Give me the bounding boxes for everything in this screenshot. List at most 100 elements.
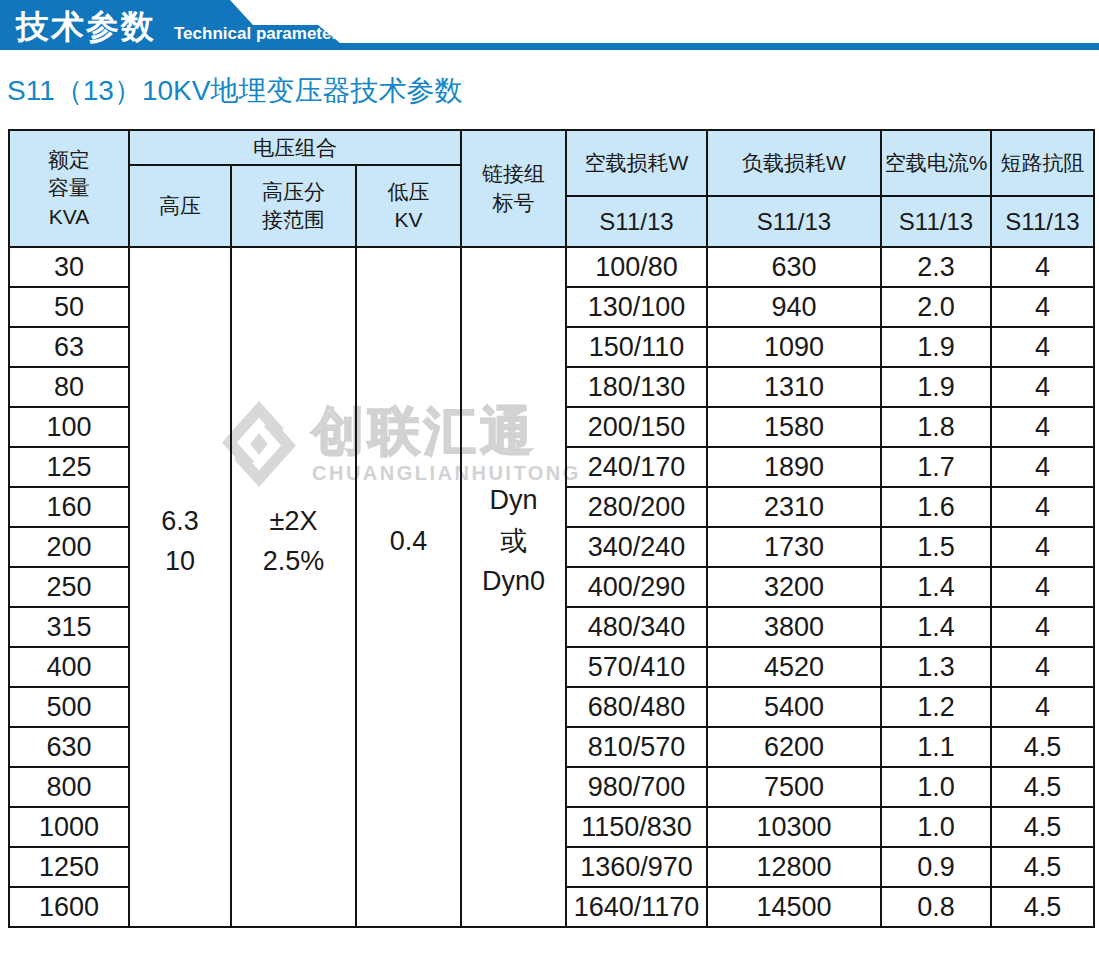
cell-kva: 1250 <box>9 847 129 887</box>
cell-no-load-current: 1.1 <box>881 727 991 767</box>
cell-no-load-loss: 570/410 <box>566 647 707 687</box>
cell-no-load-current: 1.0 <box>881 767 991 807</box>
cell-kva: 125 <box>9 447 129 487</box>
header-vector-group: 链接组 标号 <box>461 130 566 247</box>
cell-no-load-current: 0.8 <box>881 887 991 927</box>
header-model-impedance: S11/13 <box>991 196 1094 247</box>
cell-kva: 400 <box>9 647 129 687</box>
cell-kva: 1600 <box>9 887 129 927</box>
header-model-no-load-loss: S11/13 <box>566 196 707 247</box>
cell-impedance: 4 <box>991 607 1094 647</box>
cell-no-load-loss: 1360/970 <box>566 847 707 887</box>
cell-load-loss: 1310 <box>707 367 881 407</box>
cell-load-loss: 940 <box>707 287 881 327</box>
cell-no-load-current: 1.8 <box>881 407 991 447</box>
cell-impedance: 4.5 <box>991 767 1094 807</box>
cell-impedance: 4 <box>991 647 1094 687</box>
cell-load-loss: 5400 <box>707 687 881 727</box>
cell-no-load-current: 1.7 <box>881 447 991 487</box>
cell-load-loss: 1730 <box>707 527 881 567</box>
cell-no-load-loss: 480/340 <box>566 607 707 647</box>
cell-impedance: 4 <box>991 567 1094 607</box>
cell-impedance: 4.5 <box>991 887 1094 927</box>
cell-kva: 800 <box>9 767 129 807</box>
cell-kva: 80 <box>9 367 129 407</box>
cell-load-loss: 2310 <box>707 487 881 527</box>
cell-no-load-current: 1.0 <box>881 807 991 847</box>
cell-kva: 1000 <box>9 807 129 847</box>
cell-load-loss: 10300 <box>707 807 881 847</box>
page-title: S11（13）10KV地埋变压器技术参数 <box>7 72 462 110</box>
header-model-no-load-current: S11/13 <box>881 196 991 247</box>
banner-subtitle: Technical parameter <box>174 24 338 44</box>
cell-load-loss: 7500 <box>707 767 881 807</box>
cell-impedance: 4 <box>991 287 1094 327</box>
cell-hv-tap-range: ±2X 2.5% <box>231 247 356 927</box>
cell-load-loss: 1090 <box>707 327 881 367</box>
cell-kva: 50 <box>9 287 129 327</box>
cell-load-loss: 1890 <box>707 447 881 487</box>
banner-title: 技术参数 <box>16 5 156 50</box>
cell-kva: 500 <box>9 687 129 727</box>
cell-kva: 160 <box>9 487 129 527</box>
cell-no-load-loss: 240/170 <box>566 447 707 487</box>
cell-no-load-loss: 280/200 <box>566 487 707 527</box>
cell-impedance: 4 <box>991 527 1094 567</box>
cell-load-loss: 1580 <box>707 407 881 447</box>
cell-load-loss: 14500 <box>707 887 881 927</box>
cell-load-loss: 3800 <box>707 607 881 647</box>
header-lv: 低压 KV <box>356 165 461 247</box>
cell-impedance: 4 <box>991 687 1094 727</box>
header-rated-capacity: 额定 容量 KVA <box>9 130 129 247</box>
cell-kva: 315 <box>9 607 129 647</box>
cell-vector-group: Dyn 或 Dyn0 <box>461 247 566 927</box>
cell-no-load-loss: 980/700 <box>566 767 707 807</box>
cell-impedance: 4 <box>991 327 1094 367</box>
cell-impedance: 4.5 <box>991 807 1094 847</box>
cell-no-load-current: 2.0 <box>881 287 991 327</box>
cell-no-load-current: 1.9 <box>881 327 991 367</box>
cell-impedance: 4 <box>991 487 1094 527</box>
cell-no-load-loss: 150/110 <box>566 327 707 367</box>
cell-kva: 250 <box>9 567 129 607</box>
header-model-load-loss: S11/13 <box>707 196 881 247</box>
cell-no-load-current: 1.5 <box>881 527 991 567</box>
header-voltage-combo: 电压组合 <box>129 130 461 165</box>
header-hv-tap-range: 高压分 接范围 <box>231 165 356 247</box>
cell-load-loss: 6200 <box>707 727 881 767</box>
cell-no-load-current: 1.4 <box>881 567 991 607</box>
cell-impedance: 4.5 <box>991 847 1094 887</box>
cell-impedance: 4 <box>991 407 1094 447</box>
cell-no-load-current: 1.6 <box>881 487 991 527</box>
cell-no-load-loss: 1150/830 <box>566 807 707 847</box>
header-no-load-loss: 空载损耗W <box>566 130 707 196</box>
cell-no-load-current: 1.2 <box>881 687 991 727</box>
cell-no-load-current: 2.3 <box>881 247 991 287</box>
cell-no-load-loss: 810/570 <box>566 727 707 767</box>
header-hv: 高压 <box>129 165 231 247</box>
tech-parameter-table: 额定 容量 KVA 电压组合 高压 高压分 接范围 低压 KV 链接组 标号 空… <box>8 129 1095 928</box>
cell-kva: 63 <box>9 327 129 367</box>
cell-no-load-loss: 1640/1170 <box>566 887 707 927</box>
cell-no-load-loss: 200/150 <box>566 407 707 447</box>
cell-impedance: 4 <box>991 247 1094 287</box>
cell-impedance: 4 <box>991 367 1094 407</box>
cell-lv-voltage: 0.4 <box>356 247 461 927</box>
cell-no-load-loss: 130/100 <box>566 287 707 327</box>
cell-no-load-current: 0.9 <box>881 847 991 887</box>
cell-load-loss: 3200 <box>707 567 881 607</box>
cell-no-load-loss: 680/480 <box>566 687 707 727</box>
cell-impedance: 4 <box>991 447 1094 487</box>
header-impedance: 短路抗阻 <box>991 130 1094 196</box>
cell-no-load-loss: 180/130 <box>566 367 707 407</box>
cell-impedance: 4.5 <box>991 727 1094 767</box>
cell-no-load-current: 1.4 <box>881 607 991 647</box>
section-banner: 技术参数 Technical parameter <box>0 0 1099 50</box>
header-load-loss: 负载损耗W <box>707 130 881 196</box>
cell-load-loss: 12800 <box>707 847 881 887</box>
cell-load-loss: 630 <box>707 247 881 287</box>
cell-hv-voltage: 6.3 10 <box>129 247 231 927</box>
cell-no-load-current: 1.3 <box>881 647 991 687</box>
cell-no-load-loss: 340/240 <box>566 527 707 567</box>
header-no-load-current: 空载电流% <box>881 130 991 196</box>
